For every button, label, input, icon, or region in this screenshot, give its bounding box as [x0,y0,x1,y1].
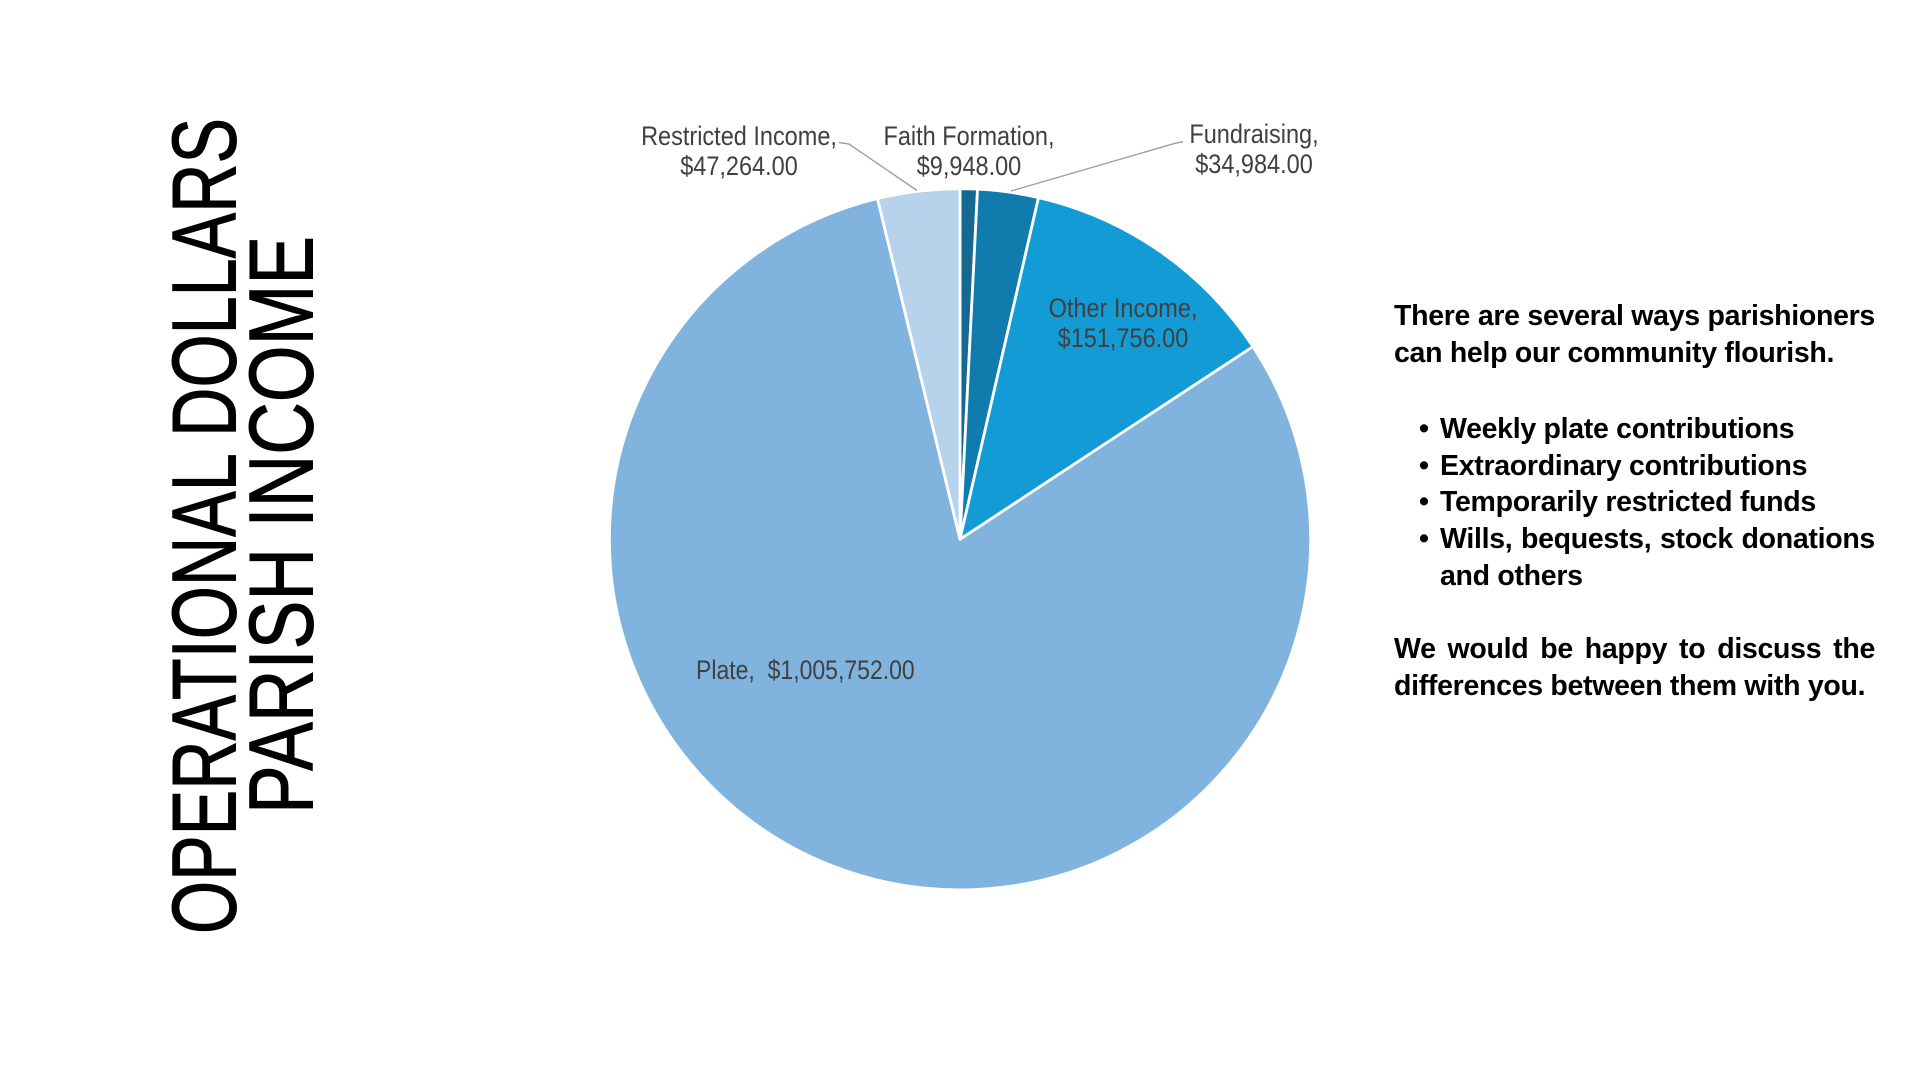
svg-text:PARISH INCOME: PARISH INCOME [232,236,333,814]
svg-text:OPERATIONAL DOLLARS: OPERATIONAL DOLLARS [154,118,255,934]
